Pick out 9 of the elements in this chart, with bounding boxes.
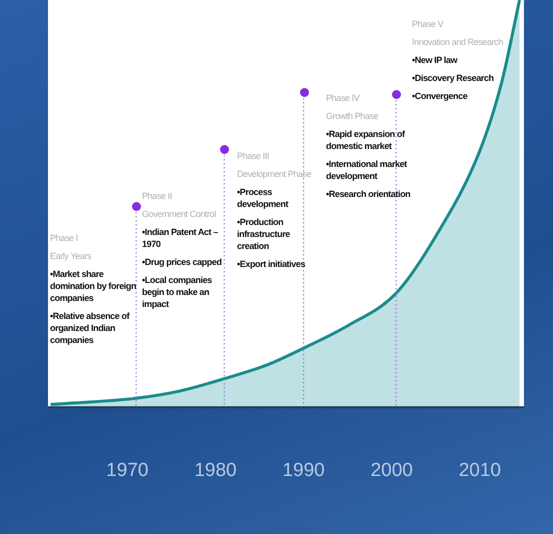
x-tick-label: 1990 (282, 460, 325, 481)
annotation: Phase I Early Years •Market share domination by foreign companies •Relative absence of organized Indian companies (50, 232, 138, 346)
x-tick-label: 1980 (194, 460, 237, 481)
annotation: Phase II Government Control •Indian Patent Act – 1970 •Drug prices capped •Local companies begin to make an impact (142, 190, 223, 310)
x-tick-label: 1970 (106, 460, 148, 481)
x-tick-label: 2010 (458, 460, 502, 481)
annotation: Phase III Development Phase •Process development •Production infrastructure creation •Export initiatives (237, 150, 312, 270)
x-tick-label: 2000 (370, 460, 413, 481)
annotation: Phase V Innovation and Research •New IP law •Discovery Research •Convergence (412, 18, 504, 102)
